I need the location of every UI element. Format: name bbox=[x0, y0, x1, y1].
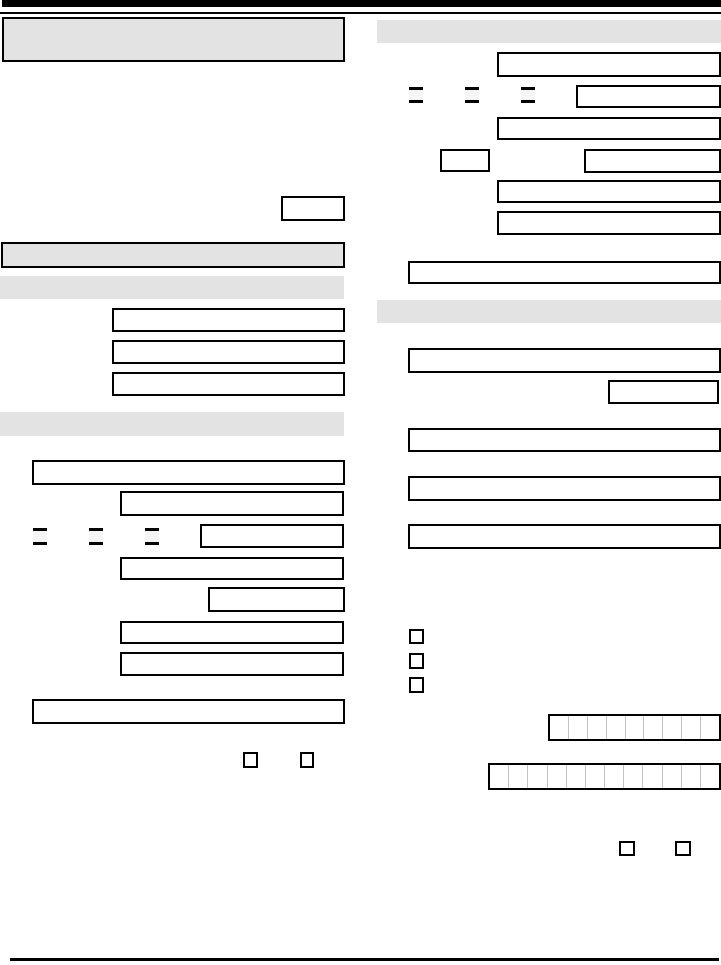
right-section-header-2 bbox=[377, 300, 721, 323]
left-input-wide-1[interactable] bbox=[32, 460, 345, 485]
right-comb-field-2-cell-8[interactable] bbox=[624, 765, 644, 788]
right-comb-field-1-cell-2[interactable] bbox=[569, 716, 588, 739]
left-gray-bar-1 bbox=[0, 276, 344, 299]
left-date-mark-1[interactable] bbox=[33, 528, 47, 545]
left-date-mark-2[interactable] bbox=[89, 528, 103, 545]
left-input-8[interactable] bbox=[120, 621, 344, 644]
right-comb-field-2-cell-2[interactable] bbox=[509, 765, 529, 788]
right-comb-field-2[interactable] bbox=[488, 763, 721, 790]
right-comb-field-1-cell-4[interactable] bbox=[607, 716, 626, 739]
left-checkbox-2[interactable] bbox=[300, 752, 314, 768]
right-checkbox-1[interactable] bbox=[409, 629, 424, 644]
right-comb-field-1-cell-9[interactable] bbox=[701, 716, 719, 739]
right-comb-field-2-cell-5[interactable] bbox=[567, 765, 586, 788]
right-checkbox-2[interactable] bbox=[409, 653, 424, 669]
left-gray-bar-2 bbox=[0, 412, 344, 436]
right-date-mark-2[interactable] bbox=[465, 87, 479, 103]
right-input-wide-5[interactable] bbox=[408, 524, 721, 549]
right-comb-field-1-cell-1[interactable] bbox=[550, 716, 569, 739]
right-input-wide-4[interactable] bbox=[408, 476, 721, 501]
right-comb-field-2-cell-12[interactable] bbox=[701, 765, 719, 788]
right-input-wide-1[interactable] bbox=[408, 261, 721, 284]
right-input-6[interactable] bbox=[497, 211, 721, 235]
right-section-header-1 bbox=[377, 20, 721, 43]
right-comb-field-1-cell-8[interactable] bbox=[682, 716, 702, 739]
right-comb-field-1-cell-3[interactable] bbox=[588, 716, 607, 739]
right-comb-field-2-cell-9[interactable] bbox=[643, 765, 663, 788]
right-input-wide-2[interactable] bbox=[408, 348, 721, 373]
right-date-mark-3[interactable] bbox=[521, 87, 535, 103]
left-input-wide-2[interactable] bbox=[32, 699, 345, 724]
top-black-bar bbox=[2, 0, 721, 7]
right-input-3[interactable] bbox=[497, 117, 721, 140]
right-comb-field-2-cell-10[interactable] bbox=[663, 765, 682, 788]
right-input-wide-3[interactable] bbox=[408, 428, 721, 452]
right-comb-field-2-cell-1[interactable] bbox=[490, 765, 510, 788]
left-input-2[interactable] bbox=[112, 340, 345, 364]
right-comb-field-1[interactable] bbox=[548, 714, 721, 741]
right-comb-field-2-cell-11[interactable] bbox=[682, 765, 701, 788]
right-small-input[interactable] bbox=[440, 149, 490, 172]
bottom-rule bbox=[10, 958, 719, 961]
left-input-5[interactable] bbox=[200, 524, 344, 548]
left-input-4[interactable] bbox=[120, 491, 344, 516]
right-input-1[interactable] bbox=[497, 52, 721, 77]
right-comb-field-1-cell-5[interactable] bbox=[626, 716, 645, 739]
right-input-5[interactable] bbox=[497, 180, 721, 203]
top-rule bbox=[0, 12, 721, 14]
right-comb-field-2-cell-4[interactable] bbox=[548, 765, 567, 788]
right-comb-field-1-cell-7[interactable] bbox=[663, 716, 683, 739]
right-input-7[interactable] bbox=[608, 380, 719, 404]
left-title-header-box bbox=[2, 17, 345, 62]
left-input-3[interactable] bbox=[112, 372, 345, 396]
left-input-6[interactable] bbox=[120, 557, 344, 580]
right-comb-field-2-cell-7[interactable] bbox=[605, 765, 625, 788]
left-input-1[interactable] bbox=[112, 308, 345, 332]
left-date-mark-3[interactable] bbox=[145, 528, 159, 545]
left-input-9[interactable] bbox=[120, 652, 344, 676]
right-comb-field-2-cell-6[interactable] bbox=[586, 765, 606, 788]
right-checkbox-5[interactable] bbox=[675, 841, 691, 856]
left-checkbox-1[interactable] bbox=[243, 752, 258, 768]
left-small-input-top[interactable] bbox=[281, 196, 345, 221]
right-comb-field-1-cell-6[interactable] bbox=[644, 716, 664, 739]
left-section-header-2 bbox=[1, 242, 345, 268]
right-checkbox-3[interactable] bbox=[409, 677, 424, 693]
right-checkbox-4[interactable] bbox=[619, 841, 635, 856]
right-input-2[interactable] bbox=[576, 85, 721, 108]
left-input-7[interactable] bbox=[208, 587, 345, 612]
right-date-mark-1[interactable] bbox=[409, 87, 423, 103]
right-comb-field-2-cell-3[interactable] bbox=[528, 765, 548, 788]
right-input-4[interactable] bbox=[584, 149, 721, 173]
